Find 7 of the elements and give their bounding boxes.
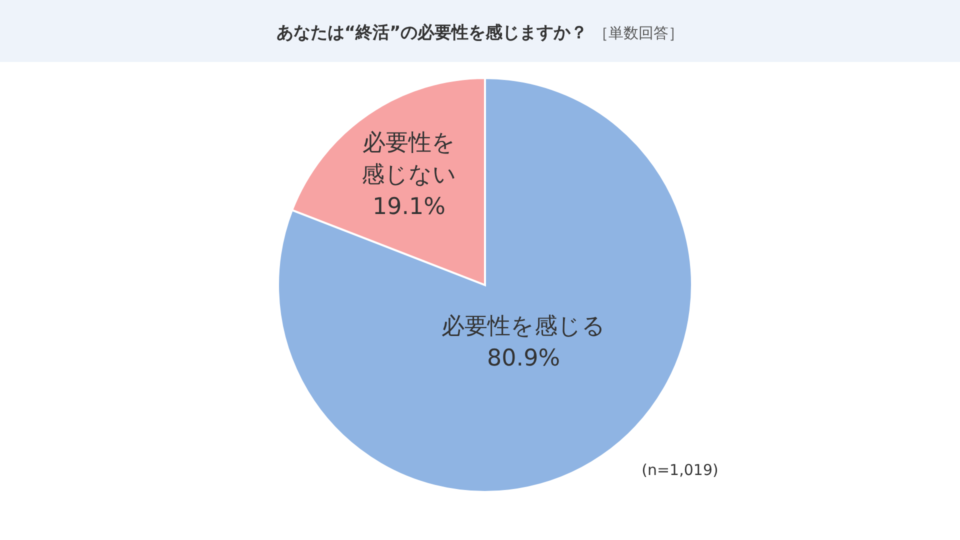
slice-label: 必要性を感じる: [442, 313, 606, 340]
data-label: 19.1%: [372, 194, 446, 220]
data-label: 80.9%: [487, 345, 560, 372]
chart-title: あなたは“終活”の必要性を感じますか？: [276, 23, 588, 43]
chart-subtitle: ［単数回答］: [594, 24, 684, 42]
slice-label: 必要性を感じない: [362, 130, 457, 188]
text: (n=1,019): [642, 461, 718, 479]
